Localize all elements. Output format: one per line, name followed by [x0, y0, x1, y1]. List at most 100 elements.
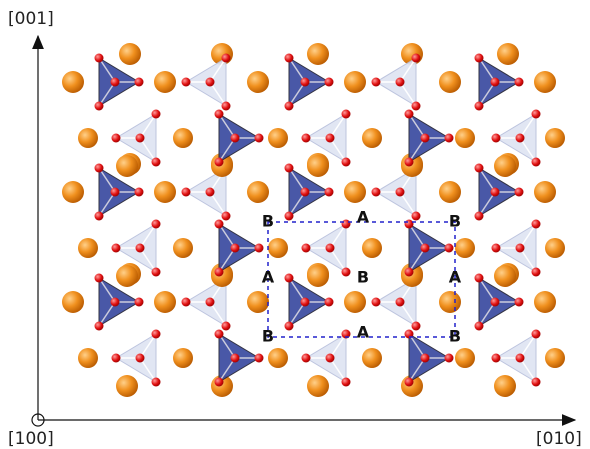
cation	[154, 291, 176, 313]
cation	[154, 71, 176, 93]
oxygen	[301, 243, 311, 253]
bond	[519, 223, 537, 249]
bond	[98, 191, 116, 217]
oxygen	[420, 133, 430, 143]
cation	[545, 128, 565, 148]
cation	[119, 43, 141, 65]
oxygen	[221, 211, 231, 221]
oxygen	[325, 353, 335, 363]
cell-label: A	[449, 268, 462, 287]
bond	[408, 113, 426, 139]
bond	[139, 247, 157, 273]
cell-label: B	[262, 327, 274, 346]
oxygen	[300, 77, 310, 87]
bond	[139, 223, 157, 249]
bond	[519, 137, 537, 163]
bond	[98, 167, 116, 193]
oxygen	[230, 133, 240, 143]
oxygen	[151, 219, 161, 229]
oxygen	[301, 133, 311, 143]
oxygen	[444, 353, 454, 363]
oxygen	[324, 297, 334, 307]
bond	[478, 277, 496, 303]
bond	[209, 81, 227, 107]
oxygen	[515, 133, 525, 143]
cation	[439, 181, 461, 203]
oxygen	[94, 211, 104, 221]
cation	[362, 128, 382, 148]
axis-label: [001]	[8, 9, 54, 29]
bond	[218, 113, 236, 139]
oxygen	[214, 109, 224, 119]
oxygen	[205, 297, 215, 307]
oxygen	[474, 273, 484, 283]
oxygen	[341, 157, 351, 167]
oxygen	[404, 157, 414, 167]
oxygen	[490, 297, 500, 307]
oxygen	[395, 187, 405, 197]
cation	[307, 375, 329, 397]
oxygen	[205, 187, 215, 197]
bond	[288, 191, 306, 217]
bond	[408, 223, 426, 249]
oxygen	[514, 77, 524, 87]
oxygen	[135, 133, 145, 143]
cell-label: B	[449, 212, 461, 231]
lattice	[62, 43, 565, 397]
bond	[209, 301, 227, 327]
bond	[288, 277, 306, 303]
oxygen	[110, 297, 120, 307]
oxygen	[301, 353, 311, 363]
bond	[478, 167, 496, 193]
oxygen	[490, 187, 500, 197]
cell-label: A	[357, 208, 370, 227]
oxygen	[205, 77, 215, 87]
oxygen	[531, 329, 541, 339]
cation	[494, 375, 516, 397]
oxygen	[444, 133, 454, 143]
cation	[78, 128, 98, 148]
cation	[173, 128, 193, 148]
oxygen	[300, 187, 310, 197]
oxygen	[324, 77, 334, 87]
cation	[534, 291, 556, 313]
bond	[139, 357, 157, 383]
bond	[288, 301, 306, 327]
cation	[268, 238, 288, 258]
oxygen	[214, 219, 224, 229]
oxygen	[491, 133, 501, 143]
oxygen	[515, 243, 525, 253]
cation	[116, 265, 138, 287]
bond	[288, 57, 306, 83]
oxygen	[474, 101, 484, 111]
cation	[344, 291, 366, 313]
oxygen	[284, 273, 294, 283]
cell-label: A	[357, 323, 370, 342]
cation	[268, 348, 288, 368]
cation	[116, 375, 138, 397]
oxygen	[474, 211, 484, 221]
oxygen	[110, 77, 120, 87]
oxygen	[514, 187, 524, 197]
oxygen	[230, 353, 240, 363]
oxygen	[284, 211, 294, 221]
oxygen	[490, 77, 500, 87]
bond	[139, 113, 157, 139]
cation	[344, 181, 366, 203]
cation	[62, 291, 84, 313]
oxygen	[420, 243, 430, 253]
cation	[268, 128, 288, 148]
oxygen	[284, 101, 294, 111]
oxygen	[491, 353, 501, 363]
bond	[329, 137, 347, 163]
bond	[209, 191, 227, 217]
oxygen	[341, 267, 351, 277]
cell-label: B	[357, 268, 369, 287]
oxygen	[214, 267, 224, 277]
cation	[173, 348, 193, 368]
axis-label: [100]	[8, 429, 54, 449]
oxygen	[230, 243, 240, 253]
oxygen	[221, 321, 231, 331]
cell-label: B	[262, 212, 274, 231]
oxygen	[404, 109, 414, 119]
